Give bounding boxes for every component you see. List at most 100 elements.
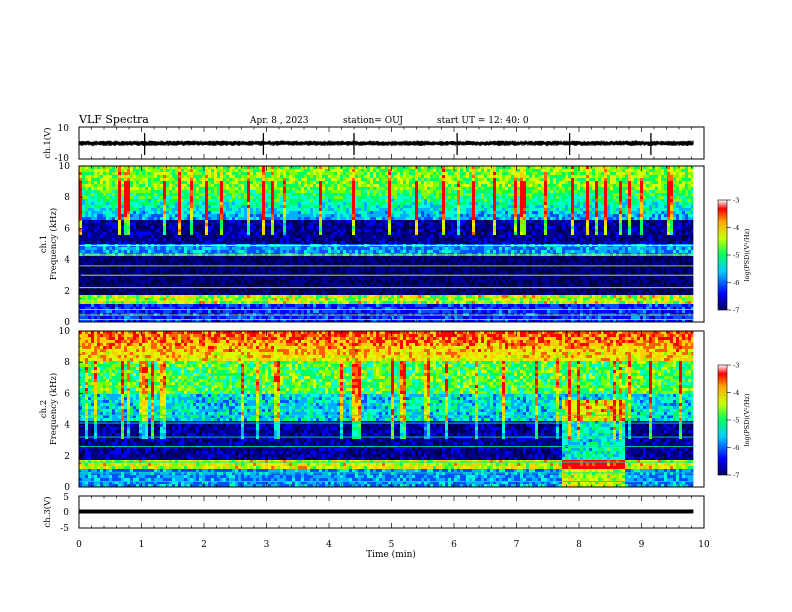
- spectrogram-cell: [466, 187, 469, 190]
- spectrogram-cell: [640, 208, 643, 211]
- spectrogram-cell: [160, 196, 163, 199]
- spectrogram-cell: [469, 214, 472, 217]
- spectrogram-cell: [358, 187, 361, 190]
- spectrogram-cell: [406, 190, 409, 193]
- spectrogram-cell: [433, 202, 436, 205]
- spectrogram-cell: [217, 175, 220, 178]
- spectrogram-cell: [292, 223, 295, 226]
- spectrogram-cell: [532, 172, 535, 175]
- spectrogram-cell: [205, 202, 208, 205]
- spectrogram-cell: [238, 166, 241, 169]
- spectrogram-cell: [265, 175, 268, 178]
- spectrogram-cell: [187, 220, 190, 223]
- spectrogram-cell: [385, 190, 388, 193]
- spectrogram-cell: [649, 220, 652, 223]
- spectrogram-cell: [157, 169, 160, 172]
- spectrogram-cell: [247, 208, 250, 211]
- spectrogram-cell: [658, 172, 661, 175]
- spectrogram-cell: [529, 187, 532, 190]
- spectrogram-cell: [268, 190, 271, 193]
- spectrogram-cell: [478, 166, 481, 169]
- spectrogram-cell: [670, 184, 673, 187]
- spectrogram-cell: [421, 196, 424, 199]
- spectrogram-cell: [634, 226, 637, 229]
- spectrogram-cell: [574, 187, 577, 190]
- spectrogram-cell: [430, 193, 433, 196]
- spectrogram-cell: [508, 223, 511, 226]
- spectrogram-cell: [391, 175, 394, 178]
- spectrogram-cell: [370, 187, 373, 190]
- spectrogram-cell: [487, 235, 490, 238]
- spectrogram-cell: [559, 211, 562, 214]
- spectrogram-cell: [673, 169, 676, 172]
- spectrogram-cell: [637, 220, 640, 223]
- spectrogram-cell: [550, 223, 553, 226]
- spectrogram-cell: [526, 193, 529, 196]
- spectrogram-cell: [508, 187, 511, 190]
- spectrogram-cell: [259, 175, 262, 178]
- spectrogram-cell: [442, 169, 445, 172]
- spectrogram-cell: [274, 196, 277, 199]
- spectrogram-cell: [148, 169, 151, 172]
- spectrogram-cell: [307, 172, 310, 175]
- spectrogram-cell: [559, 217, 562, 220]
- spectrogram-cell: [391, 196, 394, 199]
- spectrogram-cell: [403, 178, 406, 181]
- spectrogram-cell: [244, 226, 247, 229]
- spectrogram-cell: [466, 172, 469, 175]
- spectrogram-cell: [382, 217, 385, 220]
- spectrogram-cell: [481, 196, 484, 199]
- spectrogram-cell: [682, 181, 685, 184]
- spectrogram-cell: [310, 169, 313, 172]
- spectrogram-cell: [196, 190, 199, 193]
- spectrogram-cell: [589, 226, 592, 229]
- spectrogram-cell: [313, 172, 316, 175]
- spectrogram-cell: [676, 223, 679, 226]
- spectrogram-cell: [544, 229, 547, 232]
- spectrogram-cell: [367, 202, 370, 205]
- spectrogram-cell: [247, 169, 250, 172]
- spectrogram-cell: [685, 232, 688, 235]
- spectrogram-cell: [391, 202, 394, 205]
- spectrogram-cell: [103, 172, 106, 175]
- spectrogram-cell: [340, 187, 343, 190]
- spectrogram-cell: [316, 178, 319, 181]
- spectrogram-cell: [238, 226, 241, 229]
- spectrogram-cell: [349, 232, 352, 235]
- spectrogram-cell: [319, 193, 322, 196]
- spectrogram-cell: [607, 184, 610, 187]
- spectrogram-cell: [376, 226, 379, 229]
- spectrogram-cell: [292, 178, 295, 181]
- spectrogram-cell: [322, 202, 325, 205]
- spectrogram-cell: [130, 184, 133, 187]
- spectrogram-cell: [673, 175, 676, 178]
- spectrogram-cell: [145, 238, 148, 241]
- spectrogram-cell: [373, 205, 376, 208]
- spectrogram-cell: [481, 187, 484, 190]
- spectrogram-cell: [643, 202, 646, 205]
- spectrogram-cell: [214, 172, 217, 175]
- spectrogram-cell: [334, 181, 337, 184]
- spectrogram-cell: [268, 184, 271, 187]
- spectrogram-cell: [316, 184, 319, 187]
- spectrogram-cell: [175, 166, 178, 169]
- spectrogram-cell: [304, 205, 307, 208]
- spectrogram-cell: [691, 226, 694, 229]
- spectrogram-cell: [169, 223, 172, 226]
- spectrogram-cell: [301, 193, 304, 196]
- spectrogram-cell: [598, 190, 601, 193]
- spectrogram-cell: [214, 217, 217, 220]
- spectrogram-cell: [169, 202, 172, 205]
- spectrogram-cell: [586, 220, 589, 223]
- spectrogram-cell: [265, 211, 268, 214]
- spectrogram-cell: [151, 175, 154, 178]
- spectrogram-cell: [520, 199, 523, 202]
- spectrogram-cell: [238, 205, 241, 208]
- spectrogram-cell: [250, 214, 253, 217]
- spectrogram-cell: [655, 214, 658, 217]
- spectrogram-cell: [487, 196, 490, 199]
- spectrogram-cell: [511, 235, 514, 238]
- spectrogram-cell: [229, 175, 232, 178]
- spectrogram-cell: [538, 235, 541, 238]
- spectrogram-cell: [295, 199, 298, 202]
